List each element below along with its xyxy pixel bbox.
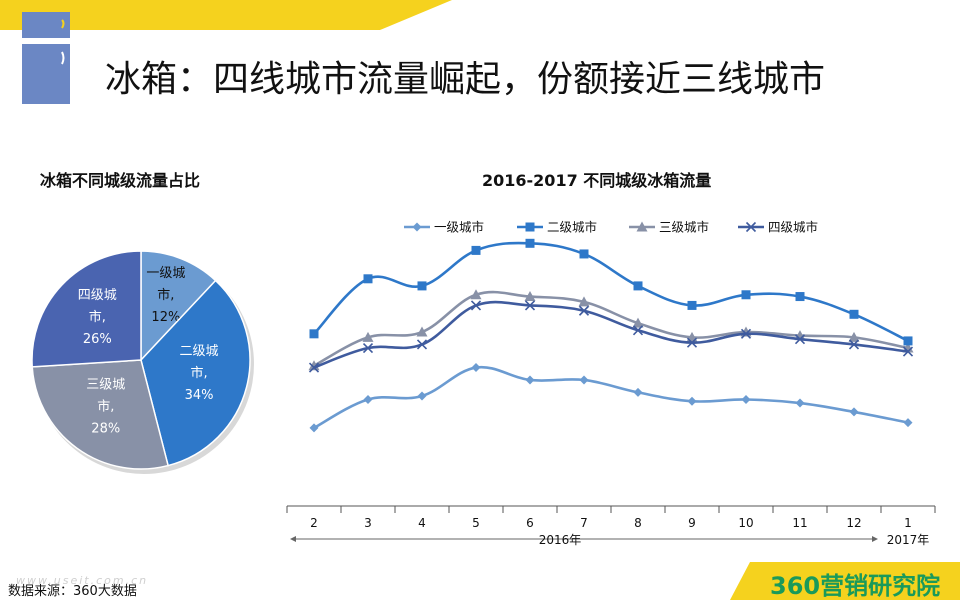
series-line-4 xyxy=(313,300,909,369)
pie-slice-1 xyxy=(140,250,217,362)
series-2-point xyxy=(417,281,427,291)
pie-slice-3 xyxy=(31,359,170,470)
series-4-point xyxy=(632,325,644,336)
series-4-point xyxy=(362,342,374,354)
series-3-point xyxy=(416,326,428,337)
series-4-point xyxy=(848,339,860,350)
pie-chart: 一级城市, 12% 二级城市, 34% 三级城市, 28% 四级城市, 26% xyxy=(31,250,254,474)
page-title: 冰箱：四线城市流量崛起，份额接近三线城市 xyxy=(105,59,826,100)
pie-slice-4 xyxy=(31,250,142,368)
legend-item-2: 二级城市 xyxy=(517,220,597,235)
watermark: www.useit.com.cn xyxy=(16,574,149,587)
x-tick-label: 10 xyxy=(738,516,753,530)
series-4-point xyxy=(902,346,914,357)
series-4-point xyxy=(308,362,320,373)
series-1-point xyxy=(903,418,913,428)
legend-label: 四级城市 xyxy=(768,220,818,235)
x-tick-label: 4 xyxy=(418,516,426,530)
series-1-point xyxy=(633,387,643,397)
legend-label: 三级城市 xyxy=(659,220,709,235)
x-tick-label: 1 xyxy=(904,516,912,530)
series-4 xyxy=(308,300,914,373)
series-3-point xyxy=(362,331,374,342)
legend-label: 一级城市 xyxy=(434,220,484,235)
data-source: 数据来源：360大数据 xyxy=(8,584,137,599)
series-3-point xyxy=(578,296,590,307)
pie-label-1: 一级城市, 12% xyxy=(146,266,185,325)
series-1-point xyxy=(687,396,697,406)
x-tick-label: 12 xyxy=(846,516,861,530)
series-1-point xyxy=(741,395,751,404)
pie-label-3: 三级城市, 28% xyxy=(86,378,125,437)
series-2-point xyxy=(579,249,589,259)
period-label-2017: 2017年 xyxy=(887,533,930,547)
series-1-point xyxy=(363,395,373,404)
series-1-point xyxy=(795,398,805,408)
brand-number: 360 xyxy=(770,572,821,600)
legend-marker xyxy=(412,222,422,232)
x-tick-label: 7 xyxy=(580,516,588,530)
series-2-point xyxy=(309,329,319,339)
x-tick-label: 5 xyxy=(472,516,480,530)
series-4-point xyxy=(794,334,806,345)
x-tick-label: 3 xyxy=(364,516,372,530)
series-2-point xyxy=(903,336,913,346)
logo-block xyxy=(22,12,70,104)
brand-logo: 360营销研究院 xyxy=(770,566,940,601)
series-2-point xyxy=(741,290,751,300)
series-1-point xyxy=(309,423,319,433)
series-line-1 xyxy=(313,365,909,430)
series-2-point xyxy=(525,238,535,248)
series-2-point xyxy=(633,281,643,291)
series-2-point xyxy=(471,245,481,255)
legend-item-4: 四级城市 xyxy=(738,220,818,235)
series-4-point xyxy=(524,300,536,311)
series-2-point xyxy=(363,274,373,284)
series-3-point xyxy=(632,317,644,328)
line-chart-title: 2016-2017 不同城级冰箱流量 xyxy=(482,171,712,190)
series-2-point xyxy=(849,309,859,319)
series-line-2 xyxy=(313,241,909,343)
series-1-point xyxy=(849,407,859,417)
series-1-point xyxy=(471,363,481,373)
x-tick-label: 11 xyxy=(792,516,807,530)
series-1-point xyxy=(417,391,427,401)
x-tick-label: 2 xyxy=(310,516,318,530)
legend-item-3: 三级城市 xyxy=(629,220,709,235)
legend-marker xyxy=(525,222,535,232)
line-chart: 2 3 4 5 6 7 8 9 10 11 12 1 2016年 2017年 一级城市 二级城市 三级城市 四级城… xyxy=(286,220,936,547)
pie-label-4: 四级城市, 26% xyxy=(78,288,117,347)
series-1 xyxy=(309,363,913,433)
series-4-point xyxy=(686,337,698,348)
x-tick-label: 9 xyxy=(688,516,696,530)
series-3-point xyxy=(470,289,482,300)
legend-item-1: 一级城市 xyxy=(404,220,484,235)
top-banner xyxy=(0,0,452,30)
series-2-point xyxy=(687,300,697,310)
x-tick-label: 8 xyxy=(634,516,642,530)
legend-marker xyxy=(636,221,648,232)
series-1-point xyxy=(525,375,535,385)
period-label-2016: 2016年 xyxy=(539,533,582,547)
series-line-3 xyxy=(313,290,909,367)
footer-bar xyxy=(730,562,960,600)
pie-chart-title: 冰箱不同城级流量占比 xyxy=(40,171,201,190)
series-2 xyxy=(309,238,913,346)
pie-label-2: 二级城市, 34% xyxy=(180,344,219,403)
series-4-point xyxy=(416,339,428,350)
pie-slice-2 xyxy=(140,279,251,467)
legend-label: 二级城市 xyxy=(547,220,597,235)
x-tick-label: 6 xyxy=(526,516,534,530)
series-2-point xyxy=(795,292,805,302)
series-1-point xyxy=(579,375,589,385)
series-3-point xyxy=(524,291,536,302)
series-4-point xyxy=(740,328,752,339)
series-4-point xyxy=(578,305,590,316)
legend-marker xyxy=(745,221,757,233)
brand-text: 营销研究院 xyxy=(820,572,941,600)
series-3-point xyxy=(848,331,860,342)
series-4-point xyxy=(470,300,482,311)
